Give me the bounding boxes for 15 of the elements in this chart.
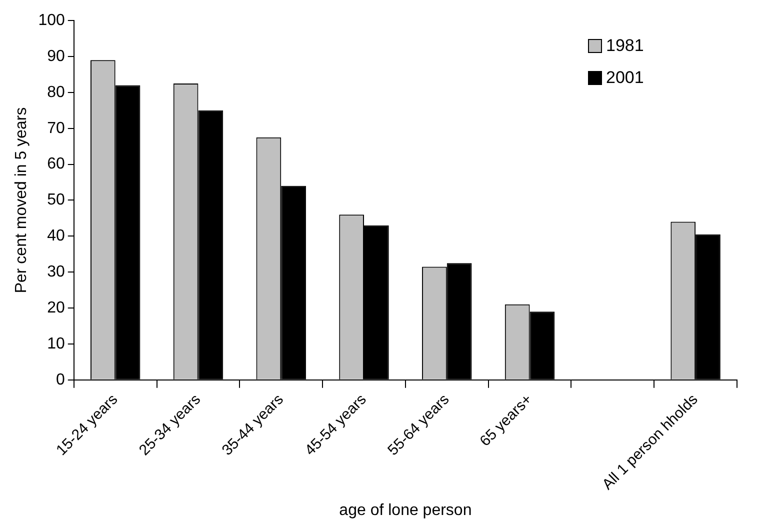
y-tick-label: 80 [47,84,65,101]
y-axis-title: Per cent moved in 5 years [13,107,30,294]
y-tick-label: 30 [47,263,65,280]
y-tick-label: 90 [47,48,65,65]
legend-label: 2001 [606,68,644,88]
y-tick-label: 100 [38,12,65,30]
y-tick-label: 10 [47,335,65,352]
x-axis-title: age of lone person [339,502,472,519]
y-tick-label: 20 [47,299,65,316]
y-tick-label: 40 [47,228,65,245]
y-tick-label: 0 [56,371,65,388]
y-tick-label: 70 [47,120,65,137]
legend-label: 1981 [606,36,644,56]
y-tick-label: 50 [47,192,65,209]
y-tick-label: 60 [47,156,65,173]
